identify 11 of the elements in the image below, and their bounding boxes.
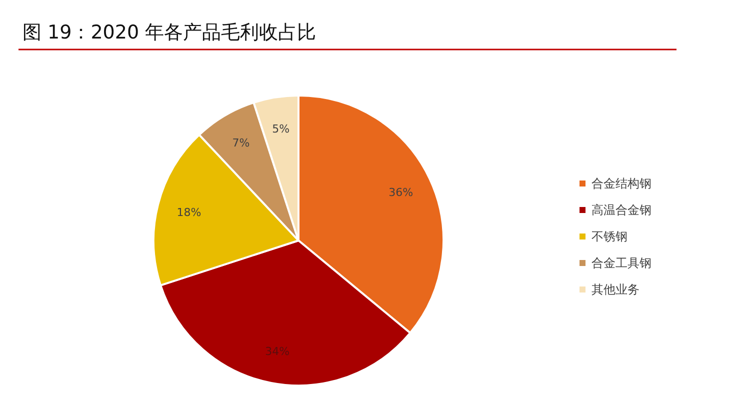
chart-title: 图 19：2020 年各产品毛利收占比 (22, 22, 316, 44)
data-label: 5% (272, 122, 290, 136)
data-label: 36% (388, 186, 414, 199)
data-label: 34% (265, 345, 290, 358)
data-label: 7% (232, 136, 250, 150)
legend-label: 合金结构钢 (592, 176, 652, 190)
legend-label: 不锈钢 (592, 230, 628, 244)
legend-label: 其他业务 (592, 282, 640, 296)
legend-label: 高温合金钢 (592, 203, 652, 217)
data-label: 18% (176, 206, 202, 219)
legend-label: 合金工具钢 (592, 256, 652, 270)
